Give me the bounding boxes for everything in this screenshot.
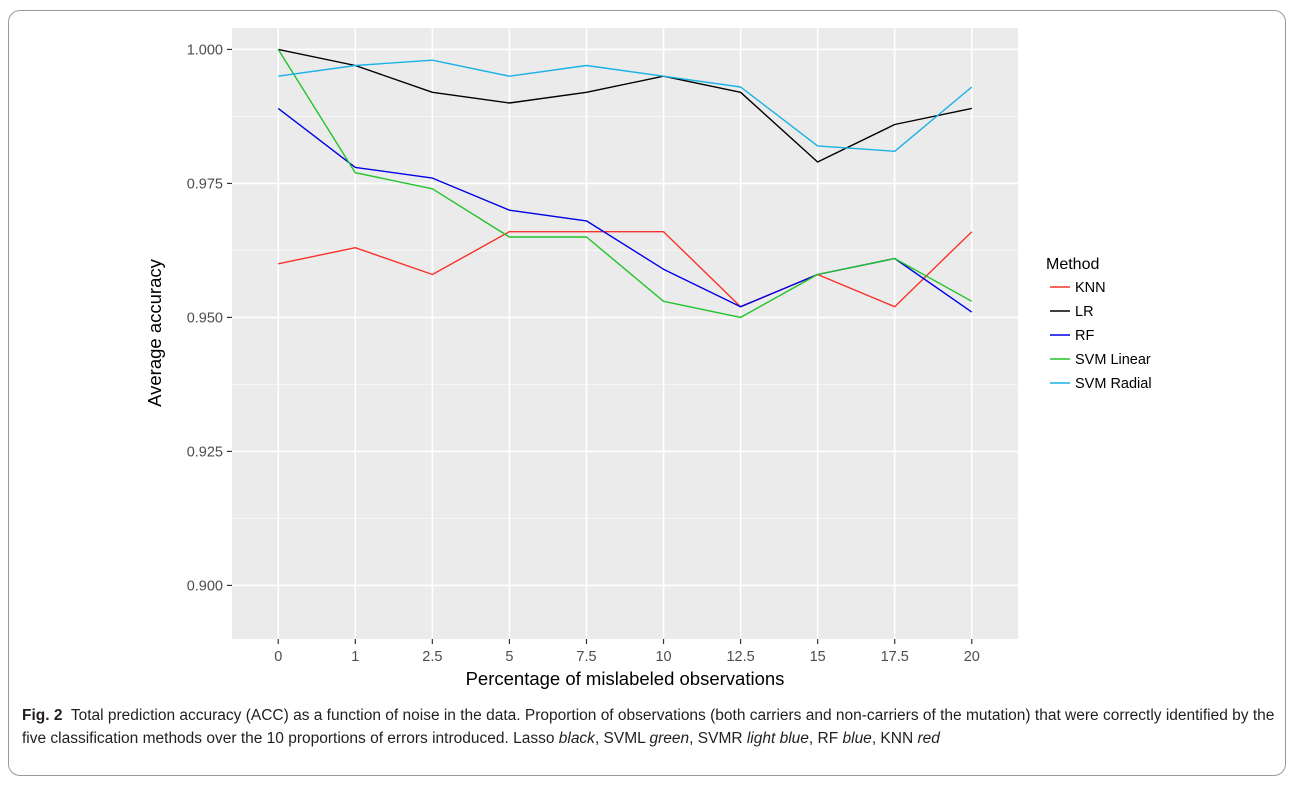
- legend-label: SVM Radial: [1075, 376, 1152, 392]
- series-line-knn: [278, 230, 973, 308]
- caption-sep-4: , KNN: [871, 730, 918, 747]
- caption-sep-1: , SVML: [594, 730, 650, 747]
- caption-sep-3: , RF: [808, 730, 843, 747]
- x-tick-label: 2.5: [422, 649, 442, 665]
- x-tick-label: 5: [505, 649, 513, 665]
- series-line-svm-radial: [278, 59, 973, 153]
- y-tick-label: 0.950: [187, 310, 223, 326]
- x-tick-label: 12.5: [726, 649, 754, 665]
- x-tick-label: 17.5: [881, 649, 909, 665]
- caption-label: Fig. 2: [22, 707, 63, 724]
- series-line-lr: [278, 48, 972, 163]
- x-axis-label: Percentage of mislabeled observations: [466, 668, 785, 689]
- legend-label: SVM Linear: [1075, 352, 1151, 368]
- x-axis: 0 1 2.5 5 7.5 10 12.5 15 17.5 20: [274, 639, 980, 665]
- x-tick-label: 1: [351, 649, 359, 665]
- y-axis: 0.900 0.925 0.950 0.975 1.000: [187, 42, 232, 594]
- legend: Method KNN LR RF SVM Linear SVM Radial: [1046, 256, 1152, 392]
- caption-color-blue: blue: [842, 730, 872, 747]
- y-tick-label: 0.975: [187, 176, 223, 192]
- legend-label: LR: [1075, 304, 1094, 320]
- y-tick-label: 0.925: [187, 444, 223, 460]
- legend-title: Method: [1046, 256, 1099, 273]
- caption-text: Total prediction accuracy (ACC) as a fun…: [22, 707, 1275, 747]
- x-tick-label: 7.5: [576, 649, 596, 665]
- x-tick-label: 15: [810, 649, 826, 665]
- caption-color-green: green: [649, 730, 690, 747]
- y-axis-label: Average accuracy: [144, 258, 165, 406]
- caption-color-black: black: [558, 730, 595, 747]
- legend-label: KNN: [1075, 280, 1106, 296]
- x-tick-label: 20: [964, 649, 980, 665]
- caption-color-red: red: [917, 730, 940, 747]
- legend-label: RF: [1075, 328, 1094, 344]
- y-tick-label: 0.900: [187, 578, 223, 594]
- x-tick-label: 10: [655, 649, 671, 665]
- grid-lines: [232, 28, 1018, 639]
- series-lines: [277, 48, 973, 319]
- plot-panel: [232, 28, 1018, 639]
- y-tick-label: 1.000: [187, 42, 223, 58]
- x-tick-label: 0: [274, 649, 282, 665]
- caption-sep-2: , SVMR: [689, 730, 747, 747]
- caption-color-light-blue: light blue: [746, 730, 809, 747]
- figure-caption: Fig. 2 Total prediction accuracy (ACC) a…: [22, 704, 1278, 750]
- series-line-svm-linear: [277, 49, 973, 319]
